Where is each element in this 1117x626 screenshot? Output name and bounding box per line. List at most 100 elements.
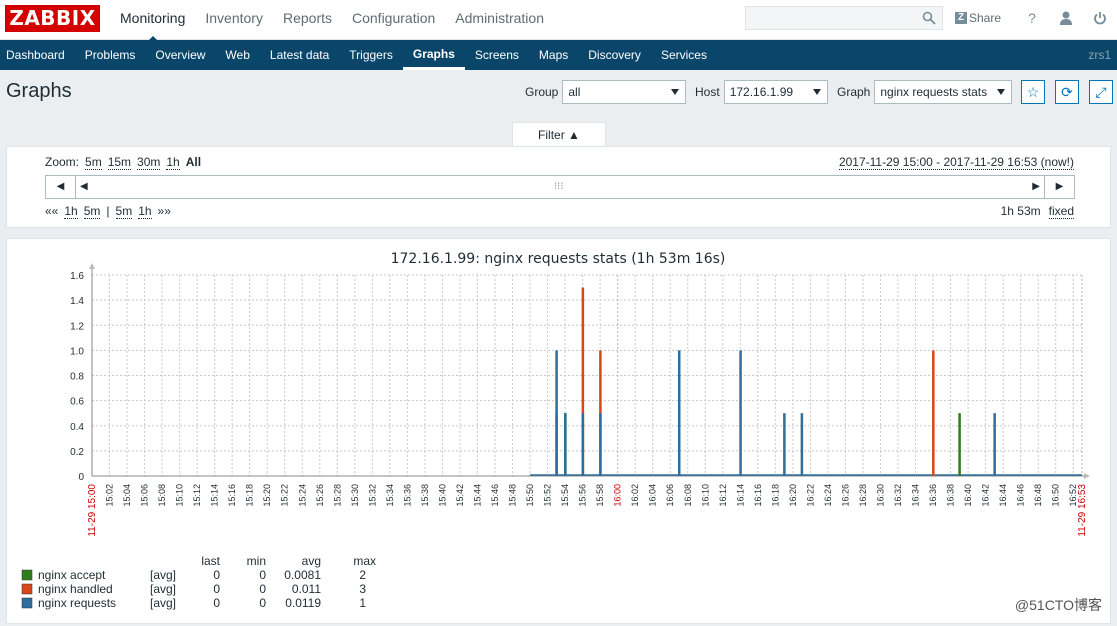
y-tick-label: 1.0: [70, 346, 84, 357]
graph-value: nginx requests stats: [880, 85, 988, 99]
star-icon: ☆: [1026, 84, 1040, 100]
scroll-left-button[interactable]: ◀: [46, 176, 76, 198]
submenu-latest-data[interactable]: Latest data: [269, 48, 330, 62]
submenu-problems[interactable]: Problems: [84, 48, 136, 62]
nav-back-1h[interactable]: 1h: [64, 204, 78, 219]
timeline-scrollbar[interactable]: ◀ ◀ ⁝⁝⁝ ▶ ▶: [45, 175, 1075, 199]
legend-series-name: nginx accept: [38, 568, 106, 582]
x-tick-label: 16:50: [1051, 484, 1061, 507]
nav-forward[interactable]: »»: [157, 204, 171, 218]
graph-select[interactable]: nginx requests stats: [874, 80, 1013, 104]
zoom-5m[interactable]: 5m: [85, 155, 102, 170]
scroll-right-button[interactable]: ▶: [1044, 176, 1074, 198]
nav-back[interactable]: ««: [45, 204, 59, 218]
data-bar-nginx-accept: [958, 413, 961, 476]
menu-monitoring[interactable]: Monitoring: [110, 0, 195, 42]
bar-right-handle-icon[interactable]: ▶: [1032, 181, 1040, 192]
grip-icon[interactable]: ⁝⁝⁝: [554, 181, 564, 192]
user-profile-icon[interactable]: [1059, 10, 1073, 26]
submenu-triggers[interactable]: Triggers: [349, 48, 393, 62]
zoom-1h[interactable]: 1h: [166, 155, 180, 170]
submenu-overview[interactable]: Overview: [155, 48, 206, 62]
legend-series-name: nginx handled: [38, 582, 113, 596]
sign-out-icon[interactable]: [1093, 10, 1107, 26]
legend-func: [avg]: [150, 596, 176, 610]
host-label: Host: [695, 85, 720, 99]
x-tick-label: 15:12: [192, 484, 202, 507]
x-tick-label: 16:02: [630, 484, 640, 507]
group-select[interactable]: all: [562, 80, 687, 104]
x-tick-label: 16:18: [770, 484, 780, 507]
x-tick-label: 15:48: [508, 484, 518, 507]
y-tick-label: 0: [78, 472, 84, 483]
host-filter: Host 172.16.1.99: [695, 80, 828, 104]
legend-header: min: [247, 554, 266, 568]
y-tick-label: 0.6: [70, 397, 84, 408]
search-input[interactable]: [745, 6, 943, 30]
help-icon[interactable]: ?: [1028, 10, 1036, 26]
data-bar-nginx-requests: [783, 413, 786, 476]
menu-reports[interactable]: Reports: [282, 10, 332, 26]
x-tick-label: 15:18: [245, 484, 255, 507]
zoom-30m[interactable]: 30m: [137, 155, 161, 170]
submenu-graphs[interactable]: Graphs: [402, 40, 465, 70]
zoom-15m[interactable]: 15m: [107, 155, 132, 170]
data-bar-nginx-requests: [581, 413, 585, 476]
zoom-all[interactable]: All: [185, 155, 202, 169]
zoom-controls: Zoom: 5m 15m 30m 1h All: [45, 155, 207, 170]
legend-header: last: [201, 554, 220, 568]
x-tick-label: 15:52: [543, 484, 553, 507]
chevron-down-icon: [997, 89, 1006, 95]
x-tick-label: 16:46: [1016, 484, 1026, 507]
legend-func: [avg]: [150, 582, 176, 596]
x-tick-label: 15:56: [578, 484, 588, 507]
submenu-dashboard[interactable]: Dashboard: [6, 48, 65, 62]
submenu-services[interactable]: Services: [660, 48, 707, 62]
x-tick-label: 11-29 16:53: [1077, 484, 1088, 537]
submenu-maps[interactable]: Maps: [538, 48, 569, 62]
x-tick-label: 16:44: [998, 484, 1008, 507]
x-tick-label: 16:28: [858, 484, 868, 507]
search-icon[interactable]: [922, 11, 936, 25]
y-axis-arrow-icon: [89, 263, 95, 269]
x-tick-label: 16:10: [700, 484, 710, 507]
x-tick-label: 15:30: [350, 484, 360, 507]
group-value: all: [568, 85, 581, 99]
share-icon: Z: [955, 12, 967, 24]
group-filter: Group all: [525, 80, 687, 104]
refresh-button[interactable]: ⟳: [1055, 80, 1079, 104]
nav-forward-1h[interactable]: 1h: [138, 204, 152, 219]
time-period[interactable]: 2017-11-29 15:00 - 2017-11-29 16:53 (now…: [838, 155, 1074, 170]
x-tick-label: 15:50: [525, 484, 535, 507]
x-tick-label: 15:32: [367, 484, 377, 507]
duration-value: 1h 53m: [1000, 204, 1041, 218]
filter-tab[interactable]: Filter ▲: [512, 122, 606, 146]
period-navigation: «« 1h 5m | 5m 1h »»: [45, 204, 177, 219]
y-tick-label: 1.4: [70, 296, 84, 307]
host-value: 172.16.1.99: [729, 85, 794, 99]
scroll-bar[interactable]: ◀ ⁝⁝⁝ ▶: [76, 176, 1044, 198]
nav-back-5m[interactable]: 5m: [83, 204, 101, 219]
submenu-discovery[interactable]: Discovery: [588, 48, 641, 62]
fixed-toggle[interactable]: fixed: [1048, 204, 1074, 219]
x-tick-label: 15:06: [140, 484, 150, 507]
submenu-web[interactable]: Web: [225, 48, 250, 62]
menu-inventory[interactable]: Inventory: [205, 10, 263, 26]
submenu-screens[interactable]: Screens: [474, 48, 519, 62]
menu-configuration[interactable]: Configuration: [352, 10, 436, 26]
y-tick-label: 0.8: [70, 372, 84, 383]
fullscreen-icon: ⤢: [1095, 84, 1107, 100]
host-select[interactable]: 172.16.1.99: [723, 80, 828, 104]
data-bar-nginx-requests: [800, 413, 804, 476]
zabbix-logo[interactable]: ZABBIX: [5, 5, 100, 32]
top-icons: Z Share ?: [955, 0, 1117, 36]
group-label: Group: [525, 85, 559, 99]
x-tick-label: 15:44: [472, 484, 482, 507]
menu-administration[interactable]: Administration: [455, 10, 544, 26]
share-button[interactable]: Z Share: [955, 11, 1001, 25]
fullscreen-button[interactable]: ⤢: [1089, 80, 1113, 104]
nginx-requests-chart[interactable]: 172.16.1.99: nginx requests stats (1h 53…: [7, 239, 1110, 623]
nav-forward-5m[interactable]: 5m: [115, 204, 133, 219]
bar-left-handle-icon[interactable]: ◀: [80, 181, 88, 192]
add-to-favourites-button[interactable]: ☆: [1021, 80, 1045, 104]
